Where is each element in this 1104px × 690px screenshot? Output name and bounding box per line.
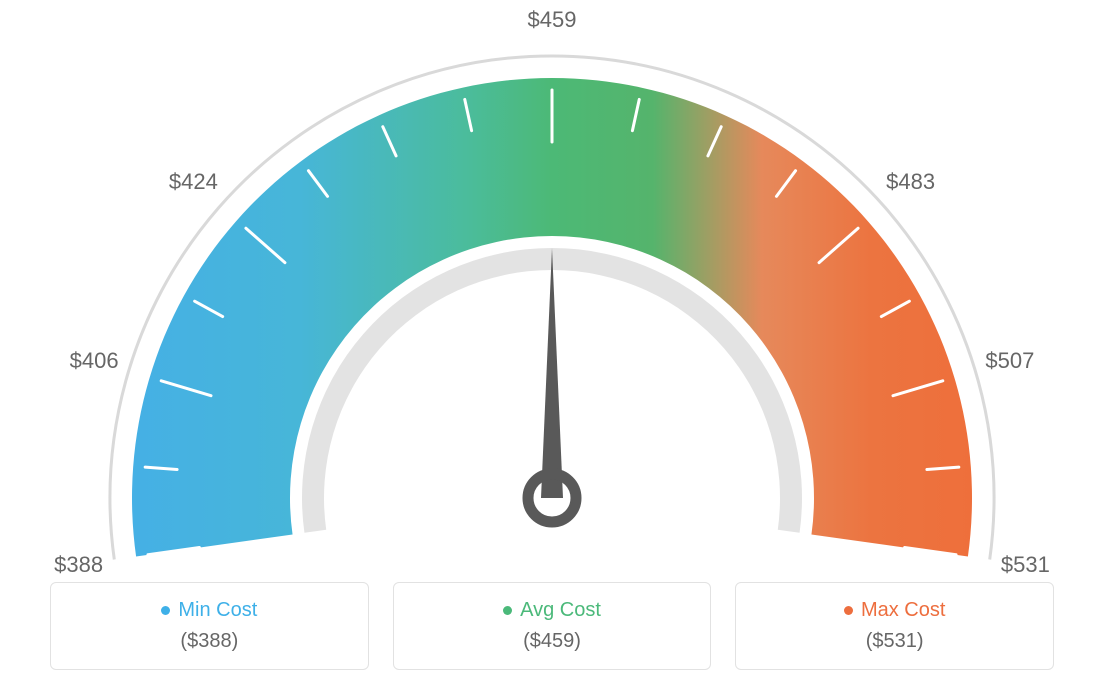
gauge-svg [0,0,1104,560]
gauge-tick-label: $507 [985,348,1034,374]
legend-avg-dot [503,606,512,615]
legend-max-card: Max Cost ($531) [735,582,1054,670]
gauge-tick-label: $459 [528,7,577,33]
cost-gauge: $388$406$424$459$483$507$531 [0,0,1104,560]
legend-min-dot [161,606,170,615]
legend-max-label: Max Cost [861,599,945,622]
legend-max-dot [844,606,853,615]
legend-avg-label: Avg Cost [520,599,601,622]
legend-avg-value: ($459) [523,630,581,653]
legend-max-value: ($531) [866,630,924,653]
legend-avg-card: Avg Cost ($459) [393,582,712,670]
gauge-tick-label: $406 [70,348,119,374]
legend-min-top: Min Cost [161,599,257,622]
legend-avg-top: Avg Cost [503,599,601,622]
legend-max-top: Max Cost [844,599,945,622]
gauge-tick-label: $424 [169,169,218,195]
legend-min-value: ($388) [180,630,238,653]
gauge-tick-label: $531 [1001,552,1050,578]
gauge-tick-label: $483 [886,169,935,195]
legend-min-label: Min Cost [178,599,257,622]
legend-min-card: Min Cost ($388) [50,582,369,670]
legend-row: Min Cost ($388) Avg Cost ($459) Max Cost… [0,582,1104,670]
gauge-tick-label: $388 [54,552,103,578]
